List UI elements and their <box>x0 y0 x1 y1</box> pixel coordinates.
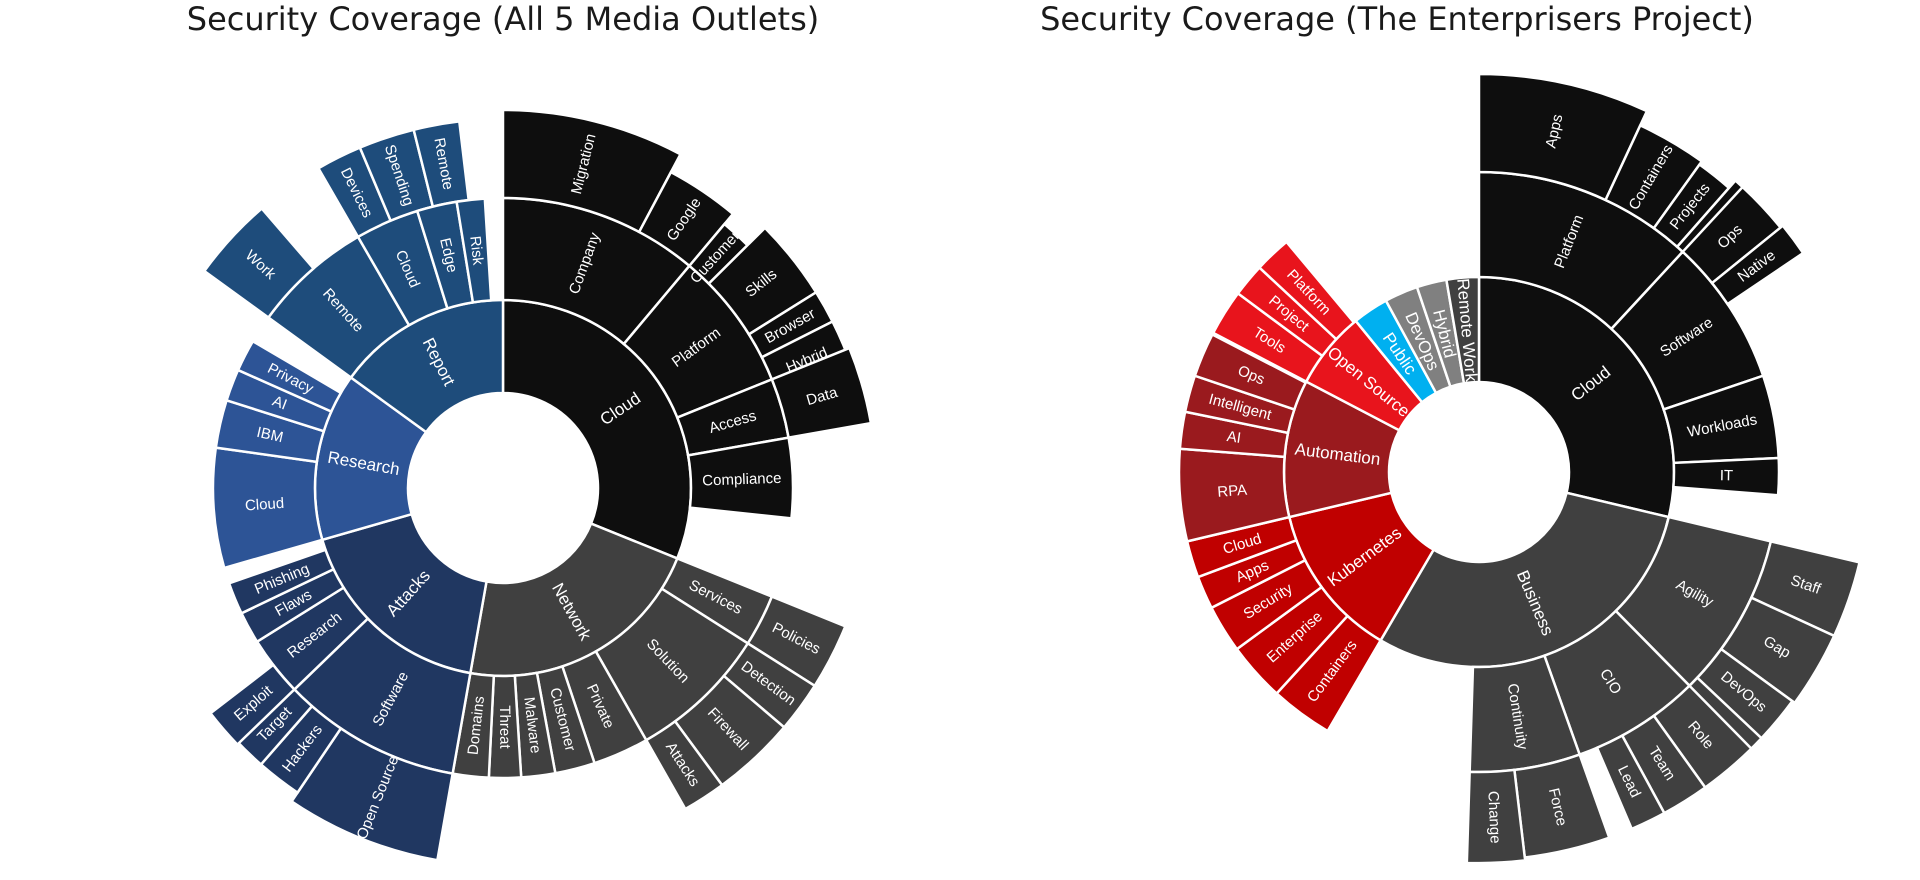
wedge-change-1-2-1[interactable] <box>1465 768 1527 865</box>
label-compliance-0-3: Compliance <box>702 470 782 490</box>
wedge-native-0-1-1[interactable] <box>1710 223 1805 306</box>
label-change-1-2-1: Change <box>1484 791 1503 844</box>
wedge-privacy-3-3[interactable] <box>236 339 343 414</box>
label-ai-3-2: AI <box>270 393 289 414</box>
wedge-it-0-3[interactable] <box>1672 456 1781 497</box>
wedge-platform-4-2[interactable] <box>1257 240 1356 341</box>
label-cloud-3-0: Cloud <box>244 495 284 515</box>
label-risk-4-3: Risk <box>466 235 486 266</box>
label-ibm-3-1: IBM <box>255 424 285 446</box>
label-it-0-3: IT <box>1720 467 1734 484</box>
label-domains-1-6: Domains <box>465 695 488 756</box>
sunburst-left: CloudCompanyMigrationGooglePlatformCusto… <box>202 108 873 862</box>
wedge-remote-work-8[interactable] <box>1444 275 1481 385</box>
chart-title-left: Security Coverage (All 5 Media Outlets) <box>186 0 820 38</box>
label-threat-1-5: Threat <box>496 705 513 749</box>
wedge-exploit-2-1-0[interactable] <box>208 663 297 747</box>
label-malware-1-4: Malware <box>520 696 544 754</box>
label-apps-0-0-0: Apps <box>1542 113 1566 150</box>
label-rpa-3-0: RPA <box>1217 482 1248 501</box>
chart-title-right: Security Coverage (The Enterprisers Proj… <box>1040 0 1754 38</box>
wedge-risk-4-3[interactable] <box>455 197 493 304</box>
wedge-phishing-2-3[interactable] <box>227 548 336 615</box>
wedge-migration-0-0-0[interactable] <box>501 108 683 234</box>
label-ai-3-1: AI <box>1226 428 1242 447</box>
wedge-compliance-0-3[interactable] <box>686 436 795 520</box>
wedge-lead-1-1-2[interactable] <box>1595 733 1667 831</box>
wedge-work-4-0-0[interactable] <box>202 206 316 320</box>
sunburst-right: CloudPlatformAppsContainersProjectsCIOsS… <box>1177 72 1862 865</box>
